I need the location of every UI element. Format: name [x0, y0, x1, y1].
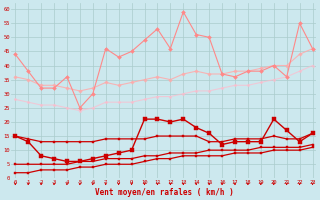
- X-axis label: Vent moyen/en rafales ( km/h ): Vent moyen/en rafales ( km/h ): [94, 188, 233, 197]
